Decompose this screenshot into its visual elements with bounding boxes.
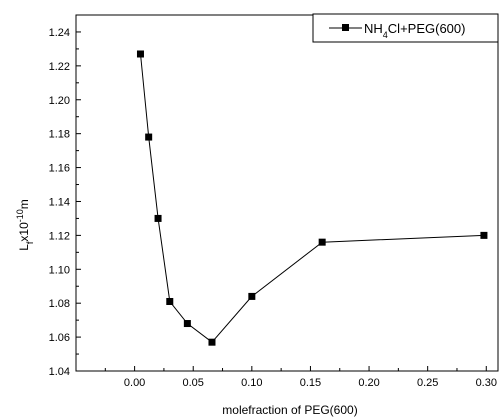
data-point [183, 320, 191, 328]
y-tick-label: 1.18 [49, 129, 70, 141]
y-tick-label: 1.08 [49, 298, 70, 310]
data-point [154, 214, 162, 222]
data-point [318, 238, 326, 246]
ticks-layer: 1.04 1.06 1.08 1.10 1.12 1.14 1.16 1.18 1.20 1.22… [49, 27, 497, 389]
x-tick-label: 0.10 [241, 377, 262, 389]
legend-marker [342, 24, 349, 31]
plot-frame [75, 14, 499, 372]
legend-label-post: Cl+PEG(600) [388, 21, 466, 36]
x-tick-label: 0.05 [183, 377, 204, 389]
y-tick-label: 1.20 [49, 95, 70, 107]
y-axis-label-sub: f [25, 241, 35, 244]
y-tick-label: 1.22 [49, 61, 70, 73]
y-tick-label: 1.14 [49, 196, 70, 208]
data-point [166, 297, 174, 305]
data-point [136, 50, 144, 58]
x-tick-label: 0.00 [124, 377, 145, 389]
y-axis-label-main: L [17, 244, 31, 251]
x-tick-label: 0.15 [300, 377, 321, 389]
data-point [480, 231, 488, 239]
data-point [145, 133, 153, 141]
x-tick-label: 0.25 [417, 377, 438, 389]
legend-label-sub: 4 [383, 30, 388, 40]
y-axis-label: Lfx10-10m [15, 199, 35, 251]
y-tick-label: 1.04 [49, 366, 70, 378]
legend-label: NH4Cl+PEG(600) [364, 21, 465, 40]
x-axis-label: molefraction of PEG(600) [222, 403, 357, 417]
y-tick-label: 1.16 [49, 163, 70, 175]
x-tick-label: 0.30 [476, 377, 497, 389]
data-point [248, 292, 256, 300]
y-tick-label: 1.10 [49, 264, 70, 276]
y-axis-label-sup: -10 [15, 209, 25, 222]
series-line [140, 53, 484, 343]
y-tick-label: 1.12 [49, 230, 70, 242]
legend-label-pre: NH [364, 21, 383, 36]
legend: NH4Cl+PEG(600) [312, 13, 499, 43]
y-tick-label: 1.06 [49, 332, 70, 344]
series-layer [136, 50, 488, 346]
x-tick-label: 0.20 [358, 377, 379, 389]
y-tick-label: 1.24 [49, 27, 70, 39]
data-point [208, 338, 216, 346]
y-axis-label-unit: m [17, 199, 31, 209]
y-axis-label-mid: x10 [17, 222, 31, 242]
